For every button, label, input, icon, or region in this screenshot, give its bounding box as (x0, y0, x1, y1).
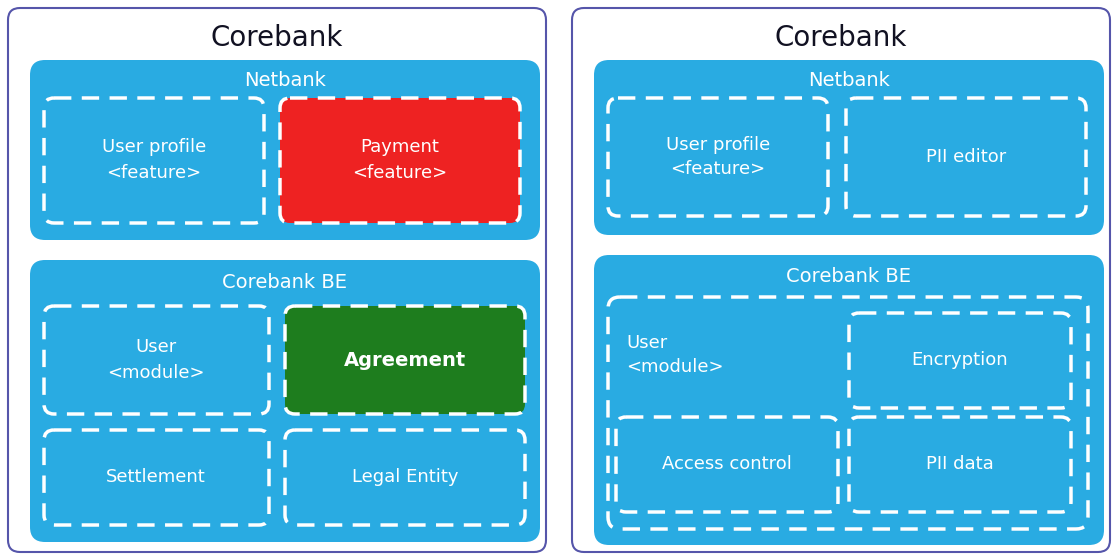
FancyBboxPatch shape (285, 430, 525, 525)
Text: Access control: Access control (662, 455, 792, 473)
Text: Legal Entity: Legal Entity (352, 468, 458, 486)
Text: Netbank: Netbank (808, 71, 890, 90)
Text: User
<module>: User <module> (107, 338, 205, 381)
Text: Agreement: Agreement (344, 351, 466, 370)
FancyBboxPatch shape (846, 98, 1086, 216)
FancyBboxPatch shape (30, 60, 540, 240)
FancyBboxPatch shape (594, 255, 1103, 545)
Text: PII editor: PII editor (926, 148, 1006, 166)
Text: Corebank: Corebank (211, 24, 343, 52)
FancyBboxPatch shape (30, 260, 540, 542)
Text: User
<module>: User <module> (626, 334, 723, 376)
Text: Corebank BE: Corebank BE (786, 268, 911, 287)
FancyBboxPatch shape (44, 430, 269, 525)
Text: Payment
<feature>: Payment <feature> (352, 138, 447, 181)
FancyBboxPatch shape (285, 306, 525, 414)
FancyBboxPatch shape (44, 306, 269, 414)
FancyBboxPatch shape (8, 8, 546, 552)
Text: Settlement: Settlement (106, 468, 206, 486)
Text: PII data: PII data (926, 455, 994, 473)
Text: Corebank: Corebank (775, 24, 907, 52)
Text: Corebank BE: Corebank BE (222, 273, 348, 292)
FancyBboxPatch shape (608, 98, 828, 216)
Text: Netbank: Netbank (244, 71, 326, 90)
FancyBboxPatch shape (849, 313, 1071, 408)
FancyBboxPatch shape (572, 8, 1110, 552)
FancyBboxPatch shape (616, 417, 838, 512)
Text: Encryption: Encryption (911, 351, 1008, 369)
Text: User profile
<feature>: User profile <feature> (102, 138, 206, 181)
Text: User profile
<feature>: User profile <feature> (666, 136, 770, 179)
FancyBboxPatch shape (608, 297, 1088, 529)
FancyBboxPatch shape (44, 98, 264, 223)
FancyBboxPatch shape (849, 417, 1071, 512)
FancyBboxPatch shape (594, 60, 1103, 235)
FancyBboxPatch shape (280, 98, 520, 223)
